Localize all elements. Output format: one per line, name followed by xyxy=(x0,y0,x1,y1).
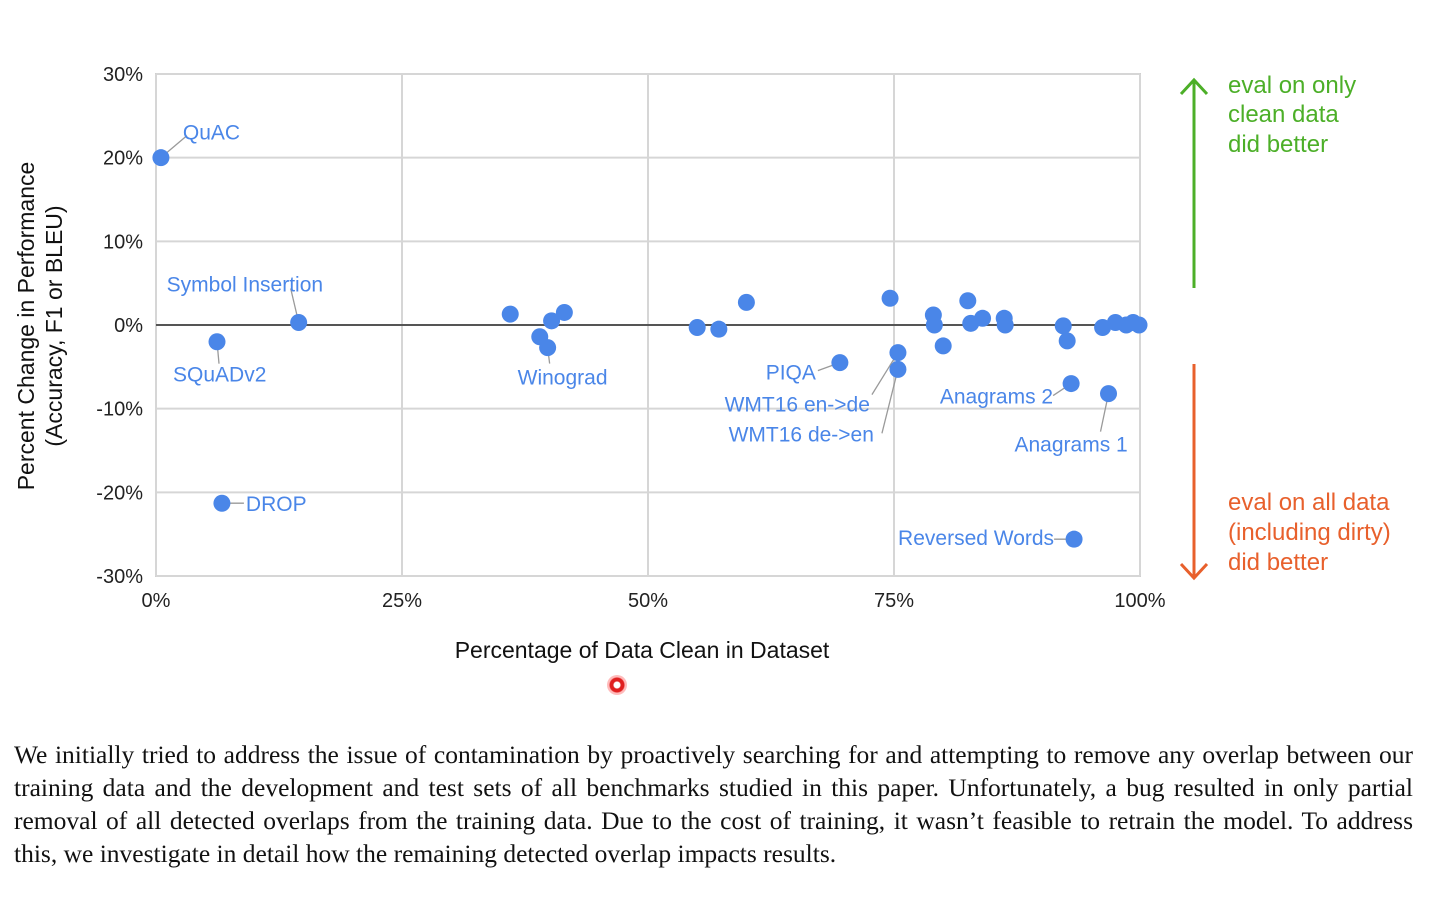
point-label: Anagrams 2 xyxy=(940,386,1053,409)
y-axis-subtitle: (Accuracy, F1 or BLEU) xyxy=(41,205,67,446)
data-point xyxy=(889,360,907,378)
up-arrow-icon xyxy=(1179,77,1209,288)
data-point xyxy=(974,309,992,327)
x-tick-label: 0% xyxy=(142,590,171,612)
data-point xyxy=(710,320,728,338)
scatter-chart: 30%20%10%0%-10%-20%-30% 0% 25% 50% 75% 100% … xyxy=(13,64,1391,663)
data-point xyxy=(831,354,849,372)
data-point xyxy=(925,316,943,334)
y-tick-label: -30% xyxy=(96,566,143,588)
data-point xyxy=(539,339,557,357)
point-label: QuAC xyxy=(183,122,240,145)
data-points xyxy=(152,149,1148,548)
data-point xyxy=(290,313,308,331)
point-label: WMT16 de->en xyxy=(729,423,874,446)
data-point xyxy=(555,303,573,321)
x-tick-labels: 0% 25% 50% 75% 100% xyxy=(142,590,1166,612)
data-point xyxy=(208,333,226,351)
point-label: Reversed Words xyxy=(898,527,1054,550)
label-leader-lines xyxy=(160,135,1110,540)
all-better-line-3: did better xyxy=(1228,549,1328,576)
y-tick-label: 0% xyxy=(114,315,143,337)
x-tick-label: 50% xyxy=(628,590,668,612)
data-point xyxy=(1054,317,1072,335)
x-axis-title: Percentage of Data Clean in Dataset xyxy=(455,637,830,663)
all-better-line-2: (including dirty) xyxy=(1228,519,1391,546)
point-label: Symbol Insertion xyxy=(167,273,323,296)
x-tick-label: 75% xyxy=(874,590,914,612)
y-tick-labels: 30% 20% 10% 0% -10% -20% -30% xyxy=(96,64,143,588)
point-label: SQuADv2 xyxy=(173,364,266,387)
data-point xyxy=(501,305,519,323)
clean-better-line-3: did better xyxy=(1228,131,1328,158)
data-point xyxy=(1062,375,1080,393)
y-tick-label: 20% xyxy=(103,148,143,170)
y-tick-label: -10% xyxy=(96,399,143,421)
point-label: Winograd xyxy=(518,367,608,390)
y-axis-title: Percent Change in Performance xyxy=(13,162,39,491)
data-point xyxy=(881,289,899,307)
clean-better-line-1: eval on only xyxy=(1228,72,1356,99)
clean-better-line-2: clean data xyxy=(1228,101,1339,128)
point-label: WMT16 en->de xyxy=(725,394,870,417)
cursor-indicator xyxy=(607,675,627,695)
point-label: DROP xyxy=(246,493,307,516)
point-labels: QuAC Symbol Insertion SQuADv2 DROP Winograd P… xyxy=(167,122,1128,551)
all-better-line-1: eval on all data xyxy=(1228,489,1390,516)
down-arrow-icon xyxy=(1179,364,1209,581)
data-point xyxy=(737,293,755,311)
y-tick-label: 10% xyxy=(103,231,143,253)
label-leader xyxy=(881,369,899,434)
x-tick-label: 100% xyxy=(1114,590,1165,612)
data-point xyxy=(213,494,231,512)
data-point xyxy=(1100,385,1118,403)
point-label: Anagrams 1 xyxy=(1015,434,1128,457)
body-paragraph: We initially tried to address the issue … xyxy=(14,740,1413,868)
data-point xyxy=(934,337,952,355)
data-point xyxy=(688,319,706,337)
x-tick-label: 25% xyxy=(382,590,422,612)
point-label: PIQA xyxy=(766,362,816,385)
data-point xyxy=(889,344,907,362)
data-point xyxy=(543,312,561,330)
data-point xyxy=(959,292,977,310)
data-point xyxy=(1094,319,1112,337)
data-point xyxy=(1065,530,1083,548)
y-tick-label: 30% xyxy=(103,64,143,86)
y-tick-label: -20% xyxy=(96,482,143,504)
data-point xyxy=(152,149,170,167)
data-point xyxy=(996,316,1014,334)
data-point xyxy=(1130,316,1148,334)
data-point xyxy=(1058,332,1076,350)
